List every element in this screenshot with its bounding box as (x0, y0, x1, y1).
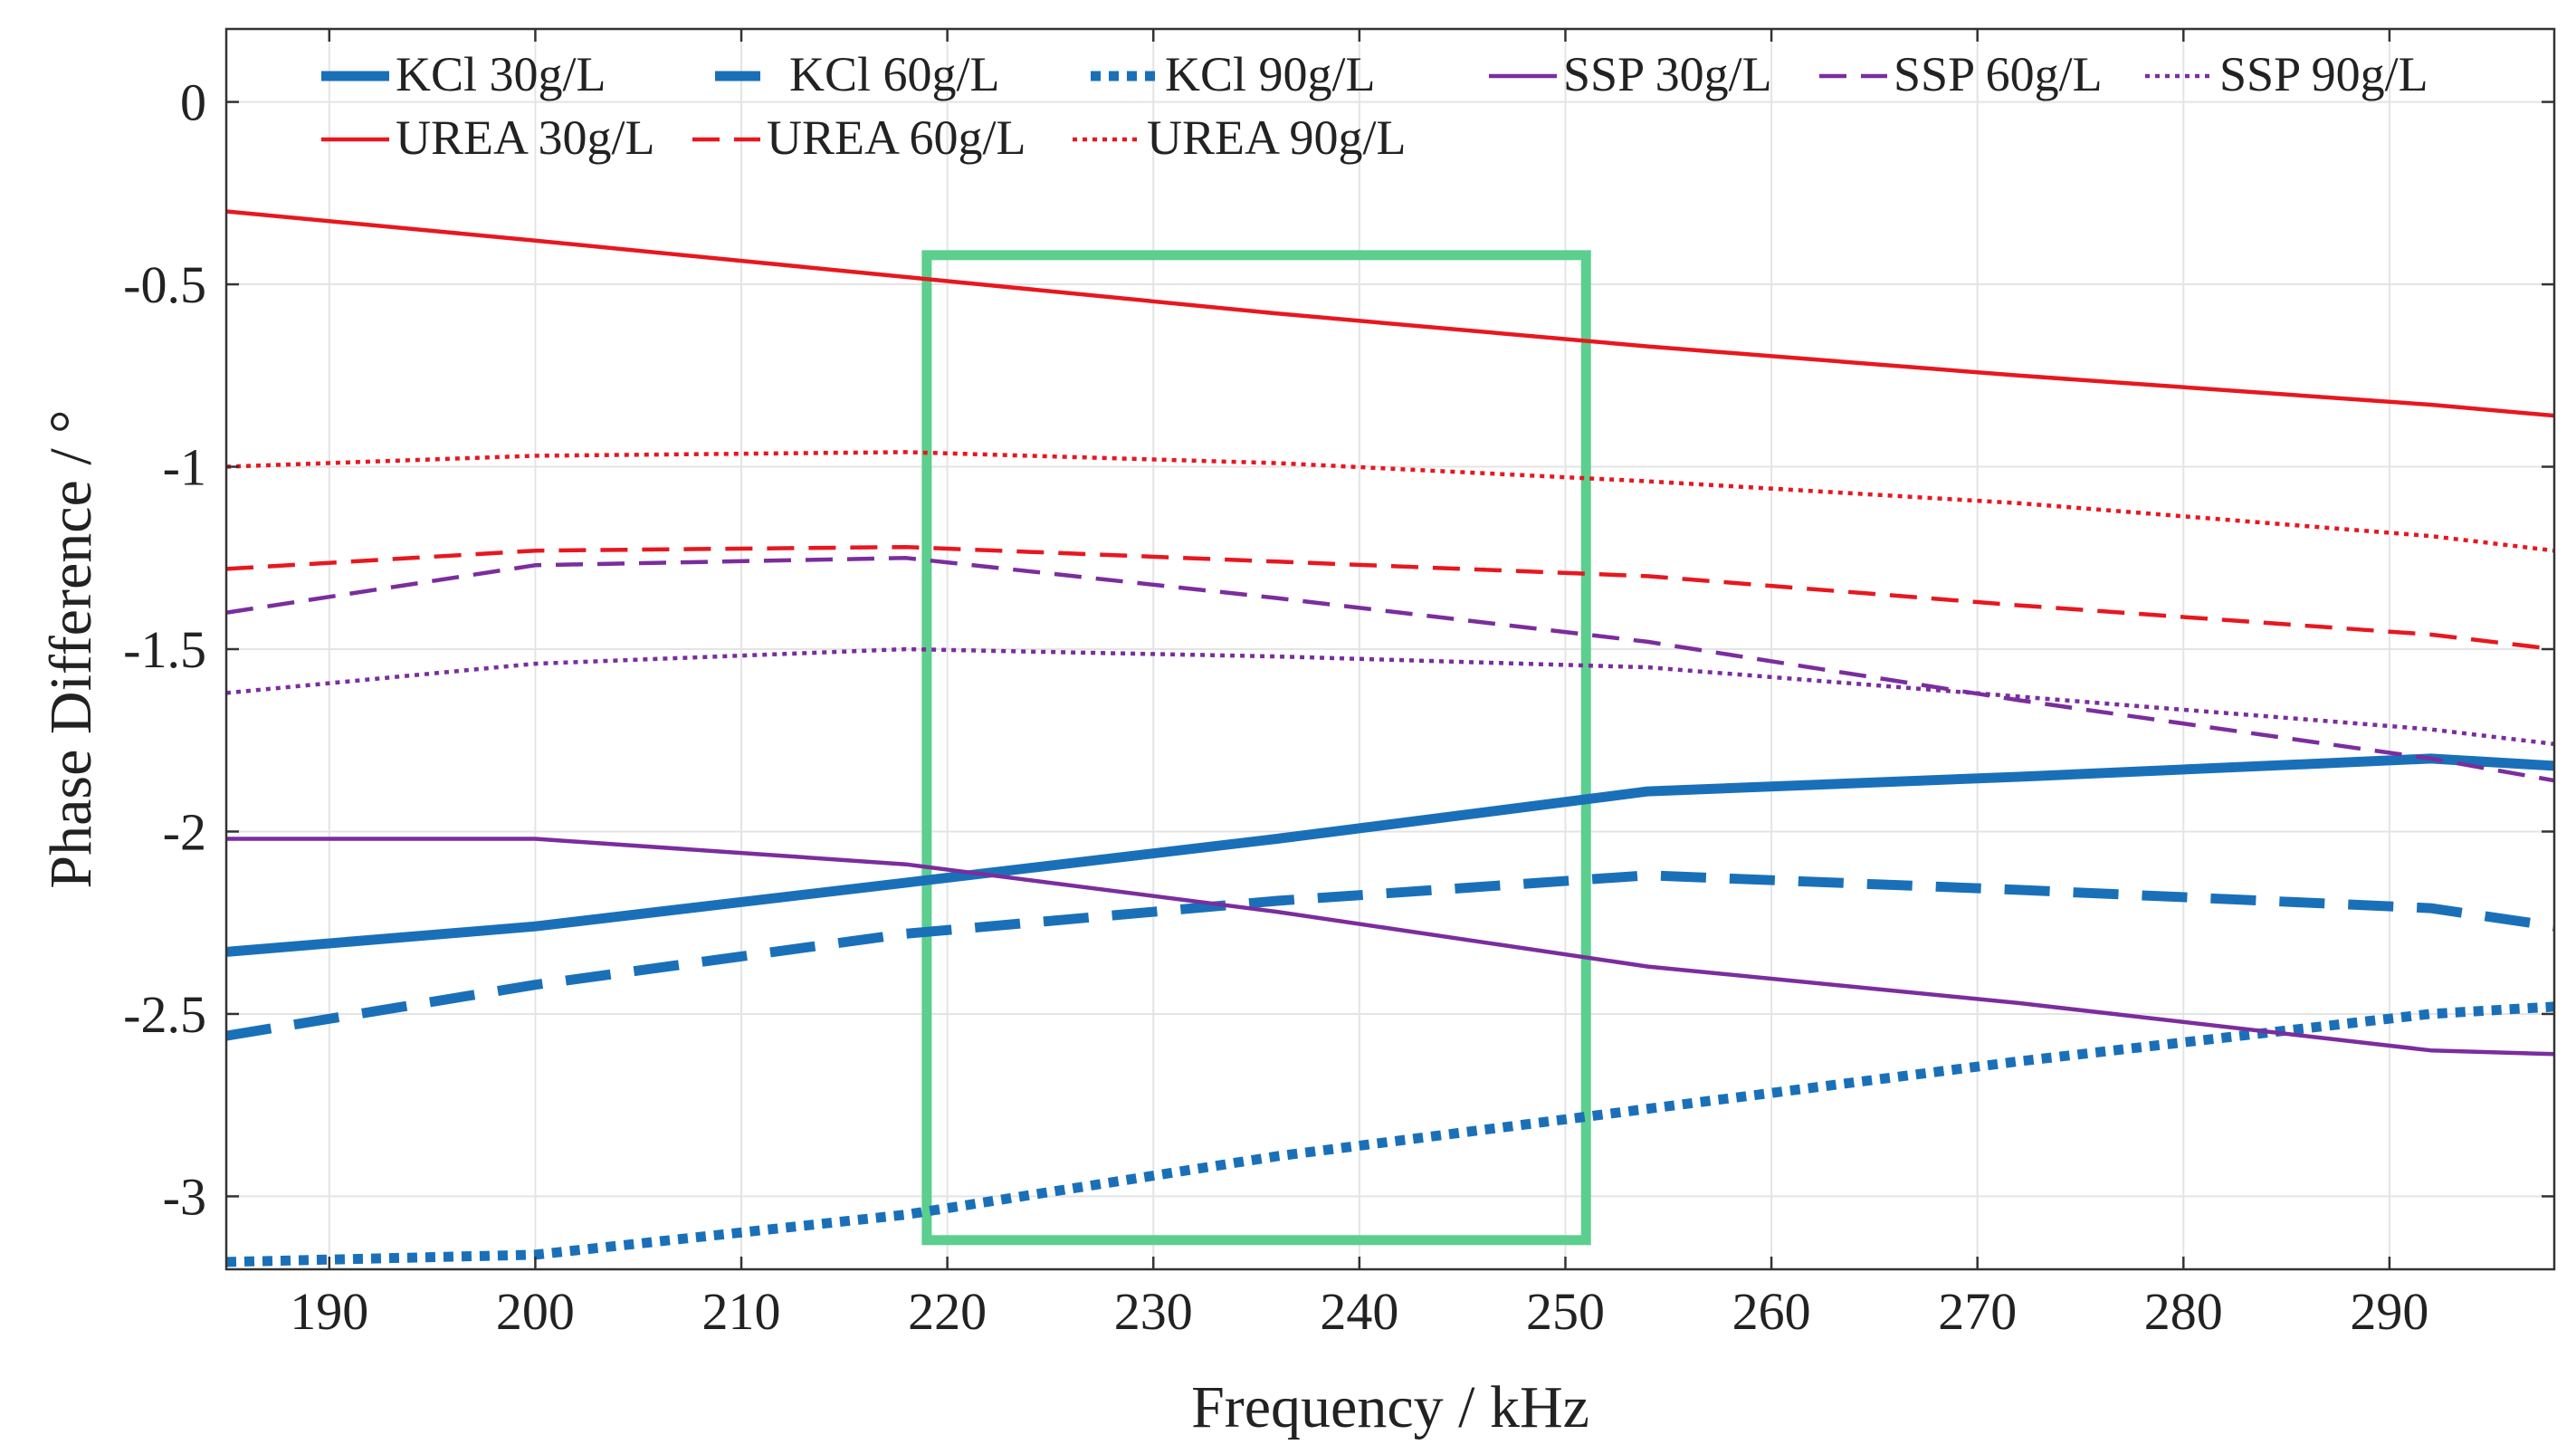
series-line-kcl-60g-l (226, 870, 2554, 1041)
x-axis-title: Frequency / kHz (1191, 1374, 1589, 1440)
y-axis-title: Phase Difference / ° (38, 409, 104, 888)
legend-label-urea-90g-l: UREA 90g/L (1147, 110, 1407, 165)
legend: KCl 30g/L KCl 60g/L KCl 90g/L SSP 30g/L SSP … (321, 47, 2428, 165)
series-line-ssp-30g-l (226, 837, 2554, 1057)
series-line-ssp-90g-l (226, 646, 2554, 747)
x-tick-label: 260 (1732, 1282, 1811, 1341)
legend-label-kcl-90g-l: KCl 90g/L (1165, 47, 1376, 101)
x-tick-label: 240 (1320, 1282, 1398, 1341)
x-tick-label: 220 (908, 1282, 987, 1341)
y-tick-label: -2.5 (123, 985, 206, 1044)
legend-label-ssp-60g-l: SSP 60g/L (1894, 47, 2103, 101)
y-tick-label: -1 (163, 438, 206, 497)
y-tick-label: -2 (163, 802, 206, 861)
legend-label-kcl-60g-l: KCl 60g/L (789, 47, 1000, 101)
highlight-box-layer (921, 250, 1591, 1246)
series-line-urea-90g-l (226, 450, 2554, 553)
legend-label-ssp-90g-l: SSP 90g/L (2219, 47, 2428, 101)
series-line-kcl-30g-l (226, 753, 2554, 957)
x-tick-label: 290 (2350, 1282, 2428, 1341)
grid (226, 29, 2554, 1269)
legend-label-ssp-30g-l: SSP 30g/L (1563, 47, 1772, 101)
legend-label-urea-60g-l: UREA 60g/L (767, 110, 1026, 165)
y-tick-label: -0.5 (123, 255, 206, 314)
series-layer (226, 209, 2554, 1267)
x-tick-label: 250 (1526, 1282, 1605, 1341)
y-tick-label: 0 (180, 73, 206, 132)
series-group (226, 209, 2554, 1267)
x-tick-label: 200 (496, 1282, 575, 1341)
x-tick-label: 210 (702, 1282, 781, 1341)
y-tick-label: -1.5 (123, 620, 206, 679)
x-tick-label: 230 (1114, 1282, 1193, 1341)
legend-label-urea-30g-l: UREA 30g/L (396, 110, 655, 165)
x-tick-label: 280 (2144, 1282, 2223, 1341)
series-line-kcl-90g-l (226, 1001, 2554, 1267)
legend-label-kcl-30g-l: KCl 30g/L (396, 47, 606, 101)
x-tick-label: 270 (1938, 1282, 2017, 1341)
tick-layer: 190 200 210 220 230 240 250 260 270 280 290 0 -0.5 -1… (123, 29, 2554, 1341)
x-tick-label: 190 (290, 1282, 368, 1341)
y-tick-label: -3 (163, 1167, 206, 1226)
series-line-urea-30g-l (226, 209, 2554, 418)
highlight-box (921, 250, 1591, 1246)
series-line-urea-60g-l (226, 544, 2554, 652)
